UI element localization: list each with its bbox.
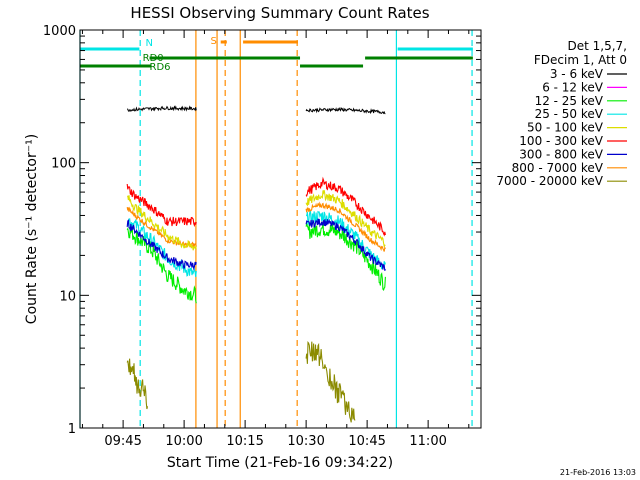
legend-label-100-300-kev: 100 - 300 keV bbox=[519, 134, 603, 148]
legend-label-50-100-kev: 50 - 100 keV bbox=[527, 121, 604, 135]
plot-frame bbox=[79, 29, 482, 429]
axis-ticks: 09:45 10:00 10:15 10:30 10:45 11:00 1 10 100 1000 bbox=[43, 24, 481, 449]
series-7000-20000-kev-segment-0 bbox=[126, 358, 149, 410]
y-tick-label-2: 100 bbox=[51, 157, 76, 172]
legend-label-25-50-kev: 25 - 50 keV bbox=[535, 107, 604, 121]
y-tick-label-3: 1000 bbox=[43, 24, 76, 39]
legend-header-line2: FDecim 1, Att 0 bbox=[534, 53, 627, 67]
legend-header-line1: Det 1,5,7, bbox=[568, 39, 628, 53]
series-50-100-kev-segment-1 bbox=[305, 190, 386, 248]
series-12-25-kev-segment-1 bbox=[305, 221, 386, 291]
series-100-300-kev-segment-1 bbox=[305, 176, 386, 237]
series-lines bbox=[126, 105, 386, 423]
y-tick-label-1: 10 bbox=[59, 289, 76, 304]
flag-label-s: S bbox=[211, 36, 217, 47]
vertical-markers bbox=[79, 30, 473, 428]
y-tick-label-0: 1 bbox=[68, 422, 76, 437]
x-tick-label-1: 10:00 bbox=[165, 434, 202, 449]
flag-label-rd6: RD6 bbox=[150, 62, 171, 73]
x-axis-label: Start Time (21-Feb-16 09:34:22) bbox=[167, 455, 393, 471]
series-300-800-kev-segment-0 bbox=[126, 219, 197, 271]
series-300-800-kev-segment-1 bbox=[305, 218, 386, 271]
legend-label-6-12-kev: 6 - 12 keV bbox=[542, 80, 604, 94]
chart-title: HESSI Observing Summary Count Rates bbox=[130, 4, 429, 22]
x-tick-label-2: 10:15 bbox=[226, 434, 263, 449]
legend-label-12-25-kev: 12 - 25 keV bbox=[535, 94, 604, 108]
legend-label-300-800-kev: 300 - 800 keV bbox=[519, 147, 603, 161]
legend-label-7000-20000-kev: 7000 - 20000 keV bbox=[496, 174, 603, 188]
series-3-6-kev-segment-1 bbox=[305, 107, 386, 115]
x-tick-label-0: 09:45 bbox=[104, 434, 141, 449]
x-tick-label-5: 11:00 bbox=[409, 434, 446, 449]
footer-timestamp: 21-Feb-2016 13:03 bbox=[560, 468, 636, 477]
x-tick-label-3: 10:30 bbox=[287, 434, 324, 449]
series-800-7000-kev-segment-0 bbox=[126, 206, 197, 248]
y-axis-label: Count Rate (s⁻¹ detector⁻¹) bbox=[24, 134, 40, 324]
series-100-300-kev-segment-0 bbox=[126, 183, 197, 228]
series-50-100-kev-segment-0 bbox=[126, 195, 197, 251]
series-12-25-kev-segment-0 bbox=[126, 226, 197, 304]
legend-label-800-7000-kev: 800 - 7000 keV bbox=[512, 161, 604, 175]
flag-label-rd0: RD0 bbox=[143, 53, 164, 64]
series-7000-20000-kev-segment-1 bbox=[305, 341, 356, 423]
series-3-6-kev-segment-0 bbox=[126, 105, 197, 113]
series-800-7000-kev-segment-1 bbox=[305, 201, 386, 252]
x-tick-label-4: 10:45 bbox=[348, 434, 385, 449]
flag-label-n: N bbox=[145, 38, 152, 49]
legend-label-3-6-kev: 3 - 6 keV bbox=[550, 67, 604, 81]
